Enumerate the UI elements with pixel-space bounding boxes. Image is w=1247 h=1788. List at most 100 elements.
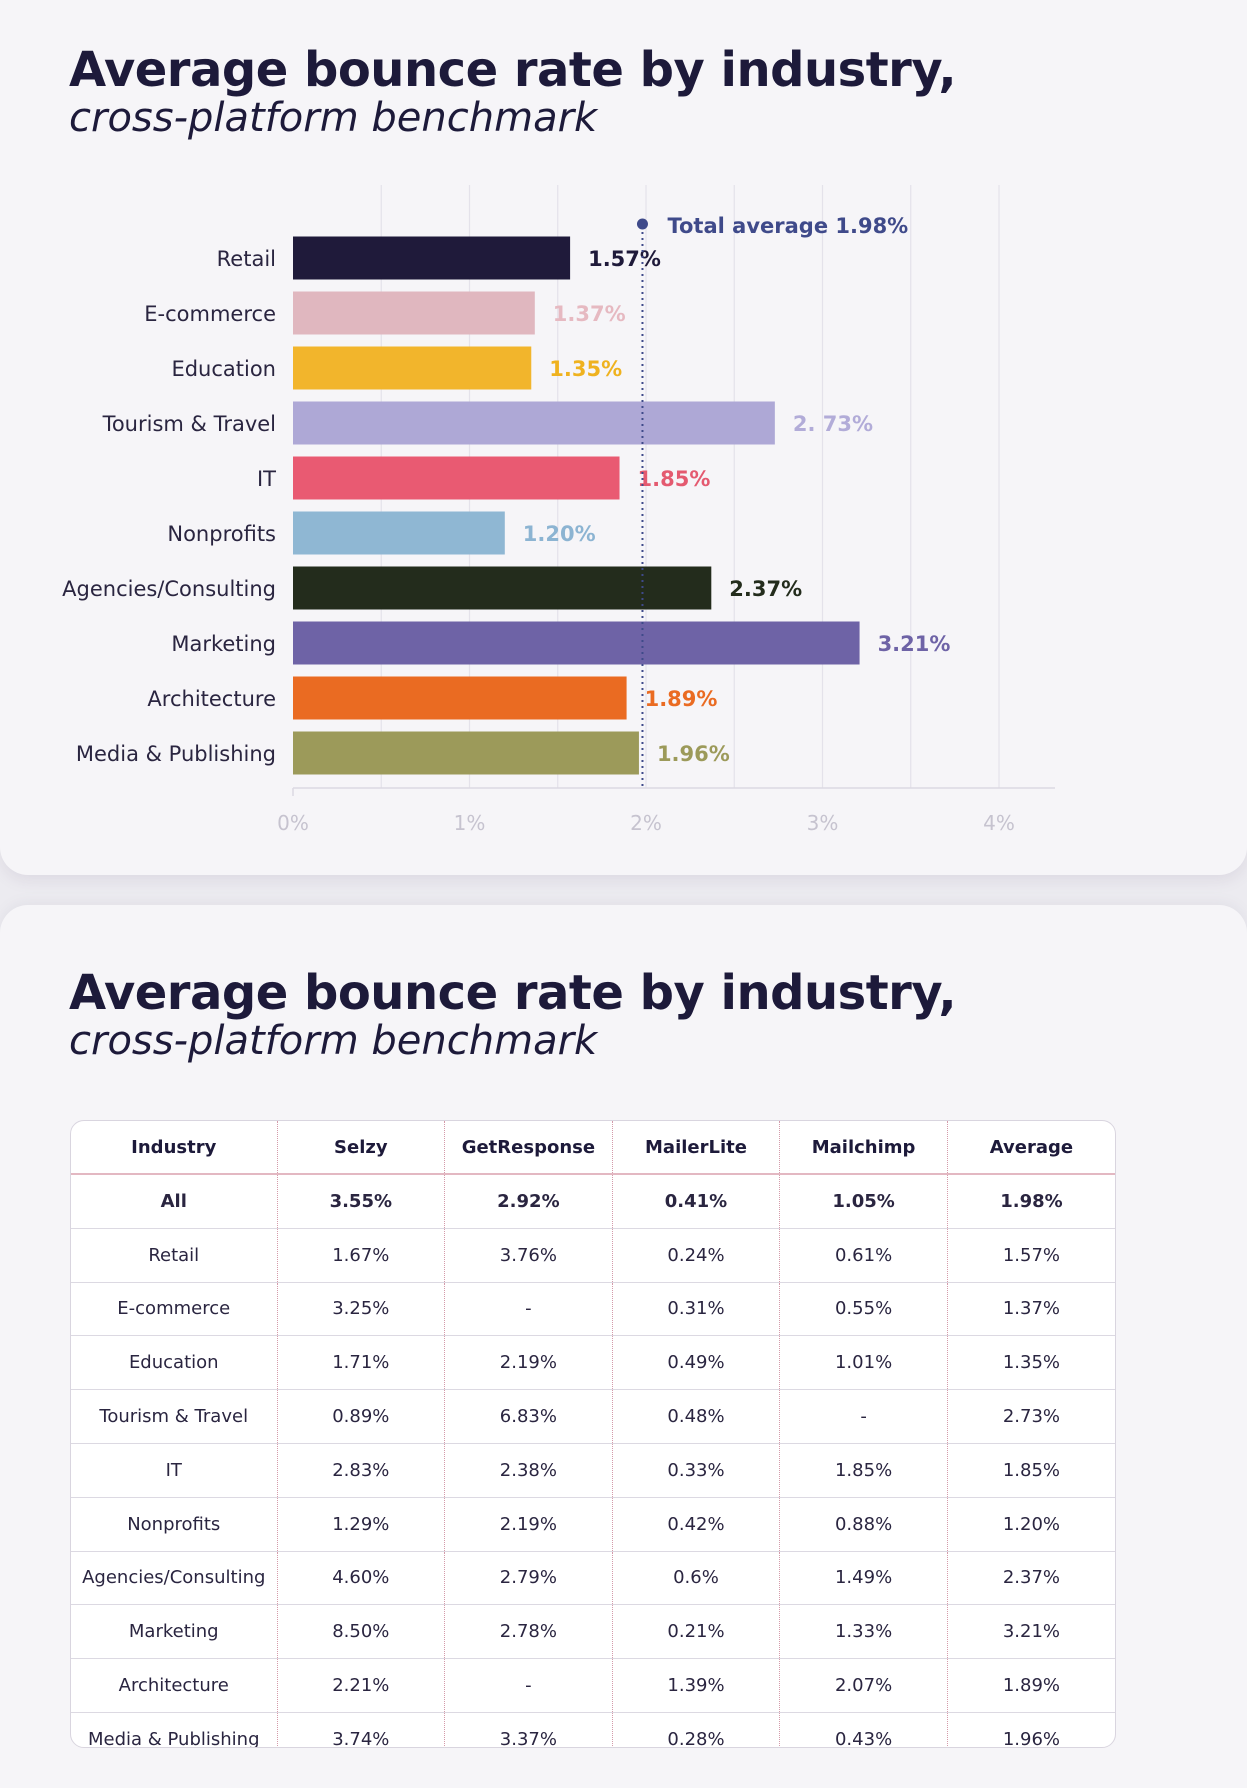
x-tick-label: 1% bbox=[454, 811, 486, 835]
table-cell: 1.98% bbox=[946, 1174, 1115, 1229]
table-cell: 0.43% bbox=[779, 1711, 948, 1747]
table-cell: 0.24% bbox=[611, 1227, 780, 1283]
table-cell: 1.67% bbox=[276, 1227, 445, 1283]
bar bbox=[293, 731, 639, 775]
category-label: E-commerce bbox=[144, 302, 276, 326]
table-cell: 2.21% bbox=[276, 1658, 445, 1713]
table-row: Tourism & Travel 0.89% 6.83% 0.48% -2.73% bbox=[71, 1389, 1115, 1444]
table-cell: Education bbox=[71, 1335, 277, 1390]
bar bbox=[293, 291, 535, 335]
benchmark-table: Industry Selzy GetResponse MailerLite Mailch… bbox=[70, 1120, 1116, 1748]
category-label: Retail bbox=[217, 247, 276, 271]
table-cell: Marketing bbox=[71, 1604, 277, 1659]
table-cell: Architecture bbox=[71, 1658, 277, 1713]
value-label: 1.20% bbox=[523, 522, 596, 546]
table-title: Average bounce rate by industry, bbox=[69, 965, 957, 1021]
table-cell: 2.92% bbox=[444, 1174, 613, 1229]
table-row: All 3.55% 2.92% 0.41% 1.05% 1.98% bbox=[71, 1174, 1115, 1229]
average-label: Total average 1.98% bbox=[667, 214, 908, 238]
table-cell: 1.33% bbox=[779, 1604, 948, 1659]
x-tick-label: 2% bbox=[630, 811, 662, 835]
bar bbox=[293, 456, 620, 500]
table-cell: 0.41% bbox=[611, 1174, 780, 1229]
table-cell: 2.37% bbox=[946, 1550, 1115, 1605]
table-cell: 1.71% bbox=[276, 1335, 445, 1390]
bar bbox=[293, 401, 775, 445]
table-cell: 0.33% bbox=[611, 1442, 780, 1498]
table-body: All 3.55% 2.92% 0.41% 1.05% 1.98% Retail 1.67% 3… bbox=[71, 1174, 1115, 1747]
value-label: 1.96% bbox=[657, 742, 730, 766]
table-cell: 0.48% bbox=[611, 1389, 780, 1444]
table-cell: 6.83% bbox=[444, 1389, 613, 1444]
chart-card: Average bounce rate by industry, cross-p… bbox=[0, 0, 1247, 875]
bar-chart: 0% 1% 2% 3% 4% Retail 1.57% E-commerce 1.37% Educ… bbox=[62, 185, 1055, 835]
table-cell: 1.05% bbox=[779, 1174, 948, 1229]
value-label: 1.89% bbox=[645, 687, 718, 711]
table-cell: All bbox=[160, 1190, 187, 1212]
value-label: 1.37% bbox=[553, 302, 626, 326]
table-cell: 3.55% bbox=[276, 1174, 445, 1229]
column-header: Selzy bbox=[276, 1121, 445, 1175]
table-cell: - bbox=[444, 1658, 613, 1713]
table-cell: 1.89% bbox=[946, 1658, 1115, 1713]
category-label: Media & Publishing bbox=[76, 742, 276, 766]
table-cell: 0.42% bbox=[611, 1496, 780, 1552]
value-label: 1.85% bbox=[638, 467, 711, 491]
table-row: IT 2.83% 2.38% 0.33% 1.85% 1.85% bbox=[71, 1442, 1115, 1498]
x-tick-label: 4% bbox=[983, 811, 1015, 835]
bar bbox=[293, 676, 627, 720]
table-cell: IT bbox=[71, 1442, 277, 1498]
value-label: 2. 73% bbox=[793, 412, 873, 436]
table-cell: 4.60% bbox=[276, 1550, 445, 1605]
table-cell: 1.49% bbox=[779, 1550, 948, 1605]
table-cell: - bbox=[444, 1281, 613, 1336]
table-cell: 3.21% bbox=[946, 1604, 1115, 1659]
table-header-row: Industry Selzy GetResponse MailerLite Mailch… bbox=[71, 1121, 1115, 1175]
bar bbox=[293, 511, 505, 555]
bar bbox=[293, 346, 532, 390]
table-cell: 1.85% bbox=[946, 1442, 1115, 1498]
table-cell: 2.79% bbox=[444, 1550, 613, 1605]
column-header: GetResponse bbox=[444, 1121, 613, 1175]
table-cell: 3.37% bbox=[444, 1711, 613, 1747]
table-row: E-commerce 3.25% -0.31% 0.55% 1.37% bbox=[71, 1281, 1115, 1336]
table-cell: 2.38% bbox=[444, 1442, 613, 1498]
table-cell: 3.25% bbox=[276, 1281, 445, 1336]
value-label: 3.21% bbox=[878, 632, 951, 656]
table-row: Marketing 8.50% 2.78% 0.21% 1.33% 3.21% bbox=[71, 1604, 1115, 1659]
category-label: Nonprofits bbox=[167, 522, 276, 546]
table-cell: 1.29% bbox=[276, 1496, 445, 1552]
table-cell: 0.89% bbox=[276, 1389, 445, 1444]
table-cell: 0.88% bbox=[779, 1496, 948, 1552]
column-header: Industry bbox=[71, 1121, 277, 1175]
table-cell: Media & Publishing bbox=[71, 1711, 277, 1747]
table-cell: 8.50% bbox=[276, 1604, 445, 1659]
table-cell: Nonprofits bbox=[71, 1496, 277, 1552]
column-header: Average bbox=[946, 1121, 1115, 1175]
table-cell: 3.74% bbox=[276, 1711, 445, 1747]
x-tick-label: 0% bbox=[277, 811, 309, 835]
chart-title: Average bounce rate by industry, bbox=[69, 42, 957, 98]
table-cell: 2.07% bbox=[779, 1658, 948, 1713]
table-cell: 0.28% bbox=[611, 1711, 780, 1747]
table-row: Architecture 2.21% -1.39% 2.07% 1.89% bbox=[71, 1658, 1115, 1713]
table-cell: 2.78% bbox=[444, 1604, 613, 1659]
category-label: Tourism & Travel bbox=[102, 412, 276, 436]
table-cell: Agencies/Consulting bbox=[71, 1550, 277, 1605]
x-tick-label: 3% bbox=[807, 811, 839, 835]
table-cell: 1.20% bbox=[946, 1496, 1115, 1552]
table-row: Education 1.71% 2.19% 0.49% 1.01% 1.35% bbox=[71, 1335, 1115, 1390]
table-cell: 1.96% bbox=[946, 1711, 1115, 1747]
value-label: 2.37% bbox=[729, 577, 802, 601]
table-cell: 2.83% bbox=[276, 1442, 445, 1498]
table-cell: 0.21% bbox=[611, 1604, 780, 1659]
category-label: IT bbox=[257, 467, 276, 491]
category-label: Agencies/Consulting bbox=[62, 577, 276, 601]
bar bbox=[293, 621, 860, 665]
table-cell: E-commerce bbox=[71, 1281, 277, 1336]
table-cell: 0.49% bbox=[611, 1335, 780, 1390]
category-label: Marketing bbox=[171, 632, 276, 656]
table-cell: 2.73% bbox=[946, 1389, 1115, 1444]
table-cell: 1.85% bbox=[779, 1442, 948, 1498]
table-row: Nonprofits 1.29% 2.19% 0.42% 0.88% 1.20% bbox=[71, 1496, 1115, 1552]
